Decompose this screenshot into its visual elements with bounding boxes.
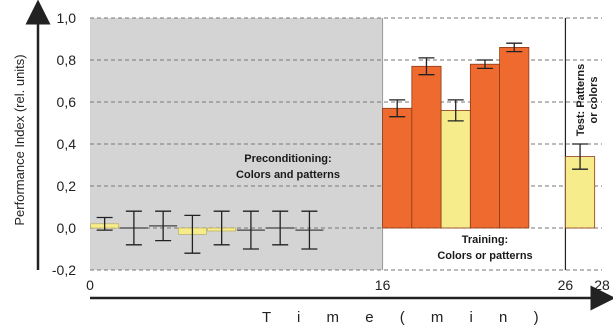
training-bar-3 xyxy=(469,63,501,229)
y-axis-label: Performance Index (rel. units) xyxy=(12,54,27,225)
precondition-errorbar-2 xyxy=(155,210,172,242)
test-bar-0-errorbar xyxy=(572,143,589,170)
test-label-line1: Test: Patterns xyxy=(575,64,587,137)
training-label-line2: Colors or patterns xyxy=(437,250,532,262)
preconditioning-label-line2: Colors and patterns xyxy=(236,169,340,181)
data-marks xyxy=(90,42,596,254)
precondition-errorbar-5 xyxy=(242,210,259,250)
x-axis-label: T i m e ( m i n ) xyxy=(262,309,550,326)
x-tick-label-1: 16 xyxy=(375,277,391,293)
precondition-errorbar-6 xyxy=(272,210,289,246)
x-tick-label-2: 26 xyxy=(558,277,574,293)
training-bar-3-errorbar xyxy=(476,59,493,70)
test-label-line2: or colors xyxy=(588,76,600,123)
y-tick-label-6: -0,2 xyxy=(52,262,76,278)
training-bar-4 xyxy=(499,47,530,229)
training-bar-4-errorbar xyxy=(506,42,523,53)
training-bar-2 xyxy=(440,110,471,229)
y-tick-label-3: 0,4 xyxy=(57,136,77,152)
precondition-errorbar-4 xyxy=(213,210,230,246)
precondition-errorbar-7 xyxy=(301,210,318,250)
x-tick-label-0: 0 xyxy=(86,277,94,293)
training-bar-2-errorbar xyxy=(447,99,464,122)
y-tick-label-0: 1,0 xyxy=(57,10,77,26)
y-tick-label-2: 0,6 xyxy=(57,94,77,110)
precondition-errorbar-0 xyxy=(96,216,113,231)
training-bar-1 xyxy=(411,65,442,229)
training-bar-0 xyxy=(382,107,413,229)
y-tick-label-5: 0,0 xyxy=(57,220,77,236)
y-tick-label-1: 0,8 xyxy=(57,52,77,68)
tick-labels: 1,0 0,8 0,6 0,4 0,2 0,0 -0,2 0 16 26 28 xyxy=(52,10,610,293)
x-tick-label-3: 28 xyxy=(594,277,610,293)
training-label-line1: Training: xyxy=(462,234,508,246)
precondition-errorbar-3 xyxy=(184,214,201,254)
preconditioning-label-line1: Preconditioning: xyxy=(244,153,331,165)
axes xyxy=(25,0,613,311)
training-bar-1-errorbar xyxy=(418,57,435,76)
precondition-errorbar-1 xyxy=(125,210,142,246)
y-tick-label-4: 0,2 xyxy=(57,178,77,194)
training-bar-0-errorbar xyxy=(389,99,406,118)
